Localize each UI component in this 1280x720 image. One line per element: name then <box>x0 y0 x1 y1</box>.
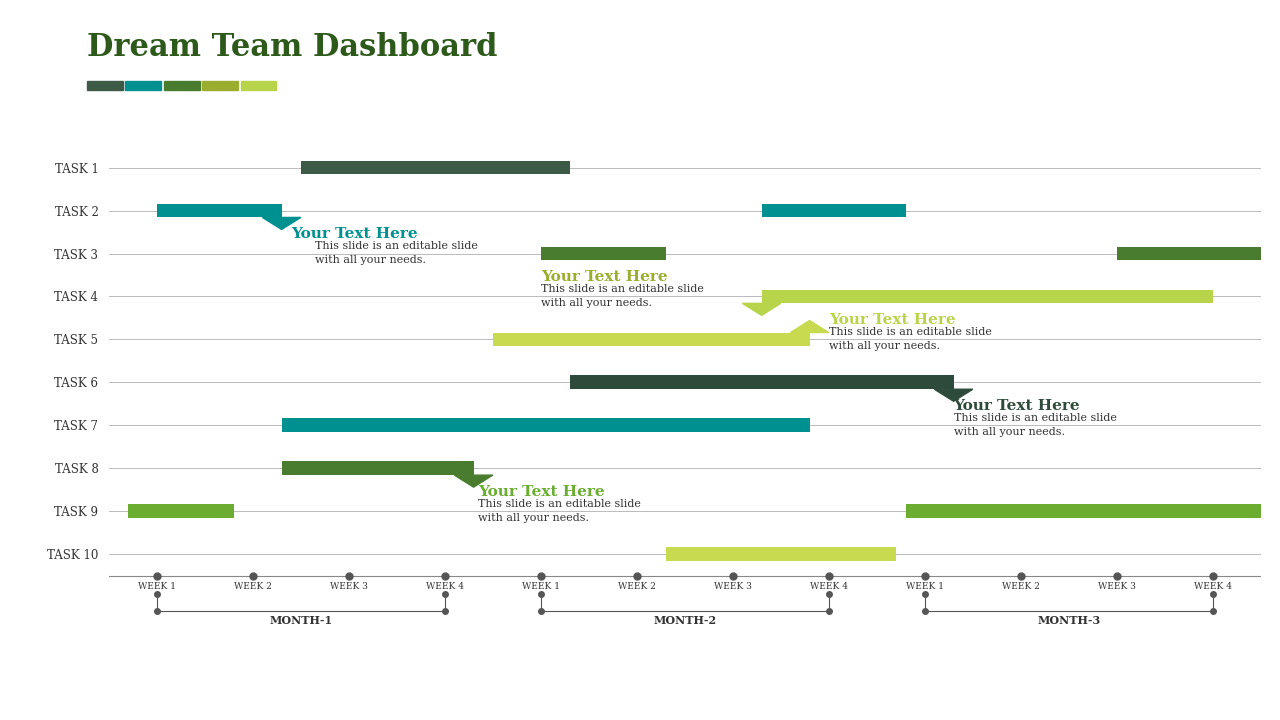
Bar <box>540 247 666 261</box>
Text: WEEK 2: WEEK 2 <box>618 582 655 590</box>
Text: This slide is an editable slide
with all your needs.: This slide is an editable slide with all… <box>829 328 992 351</box>
Text: Dream Team Dashboard: Dream Team Dashboard <box>87 32 498 63</box>
Text: WEEK 1: WEEK 1 <box>522 582 559 590</box>
Bar <box>570 376 954 390</box>
Text: WEEK 1: WEEK 1 <box>138 582 175 590</box>
Bar <box>301 161 570 174</box>
Text: WEEK 4: WEEK 4 <box>426 582 463 590</box>
Text: MONTH-1: MONTH-1 <box>269 615 333 626</box>
Text: Your Text Here: Your Text Here <box>540 270 667 284</box>
Bar <box>157 204 282 217</box>
Text: WEEK 3: WEEK 3 <box>1098 582 1135 590</box>
Text: Your Text Here: Your Text Here <box>829 312 955 327</box>
Text: MONTH-3: MONTH-3 <box>1037 615 1101 626</box>
Text: WEEK 4: WEEK 4 <box>1194 582 1231 590</box>
Text: This slide is an editable slide
with all your needs.: This slide is an editable slide with all… <box>315 241 477 266</box>
Bar <box>906 504 1261 518</box>
Text: WEEK 3: WEEK 3 <box>714 582 751 590</box>
Text: MONTH-2: MONTH-2 <box>653 615 717 626</box>
Text: Your Text Here: Your Text Here <box>292 227 417 241</box>
Bar <box>666 547 896 561</box>
Bar <box>282 418 810 432</box>
Bar <box>762 204 906 217</box>
Bar <box>762 289 1213 303</box>
Bar <box>1116 247 1261 261</box>
Polygon shape <box>262 217 301 230</box>
Text: Your Text Here: Your Text Here <box>479 485 605 498</box>
Text: WEEK 1: WEEK 1 <box>906 582 943 590</box>
Text: This slide is an editable slide
with all your needs.: This slide is an editable slide with all… <box>954 413 1116 437</box>
Text: Your Text Here: Your Text Here <box>954 399 1080 413</box>
Bar <box>282 462 474 475</box>
Polygon shape <box>742 303 781 315</box>
Bar <box>493 333 809 346</box>
Polygon shape <box>454 475 493 487</box>
Text: WEEK 3: WEEK 3 <box>330 582 367 590</box>
Text: WEEK 2: WEEK 2 <box>234 582 271 590</box>
Polygon shape <box>790 320 829 333</box>
Text: This slide is an editable slide
with all your needs.: This slide is an editable slide with all… <box>540 284 704 308</box>
Text: WEEK 2: WEEK 2 <box>1002 582 1039 590</box>
Bar <box>128 504 234 518</box>
Polygon shape <box>934 390 973 401</box>
Text: WEEK 4: WEEK 4 <box>810 582 847 590</box>
Text: This slide is an editable slide
with all your needs.: This slide is an editable slide with all… <box>479 499 641 523</box>
